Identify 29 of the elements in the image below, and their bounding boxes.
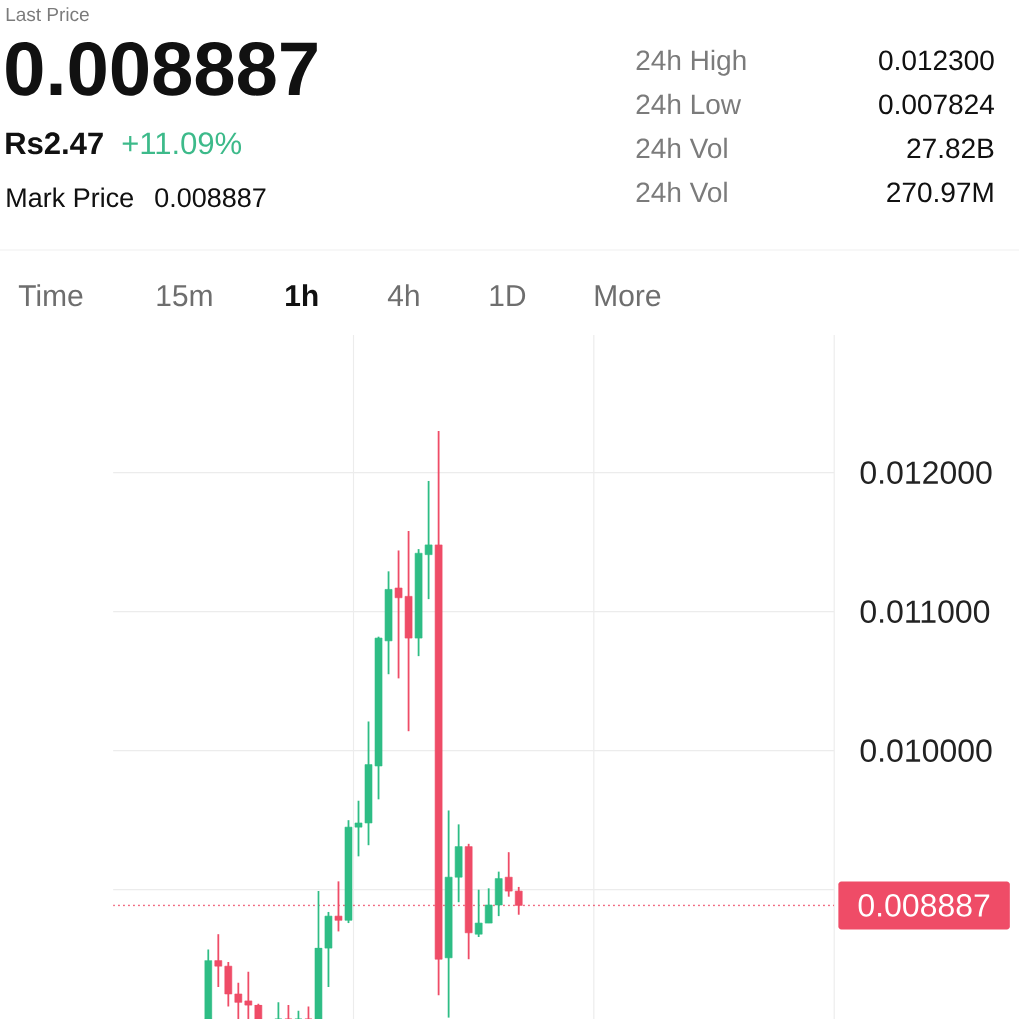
text: 27.82B	[907, 138, 994, 159]
candlestick	[504, 851, 513, 898]
candlestick	[234, 981, 243, 1019]
y-tick-label: 0.011000	[860, 600, 990, 623]
text: 0.008887	[155, 188, 266, 208]
text: Rs2.47	[6, 132, 103, 155]
y-tick-label: 0.010000	[860, 739, 992, 763]
text: More	[595, 285, 661, 307]
text: +11.09%	[122, 132, 242, 155]
text: 15m	[157, 285, 212, 307]
text: Time	[18, 284, 83, 307]
text: Mark Price	[7, 187, 133, 208]
candlestick	[214, 933, 223, 988]
candlestick	[484, 887, 493, 924]
text: 0.008887	[6, 41, 317, 96]
text: 4h	[387, 284, 419, 306]
candlestick	[474, 888, 483, 938]
text: 24h Low	[636, 93, 742, 115]
text: 0.007824	[879, 94, 994, 115]
text: 0.012300	[879, 50, 994, 71]
text: 24h Vol	[636, 181, 727, 203]
text: 1h	[286, 284, 318, 306]
text: 24h High	[636, 49, 746, 76]
text: 1D	[490, 285, 526, 306]
y-tick-label: 0.012000	[860, 461, 992, 484]
ref-line-label: 0.008887	[858, 894, 990, 917]
text: 24h Vol	[636, 137, 727, 159]
text: 270.97M	[887, 182, 993, 203]
text: Last Price	[6, 7, 89, 22]
